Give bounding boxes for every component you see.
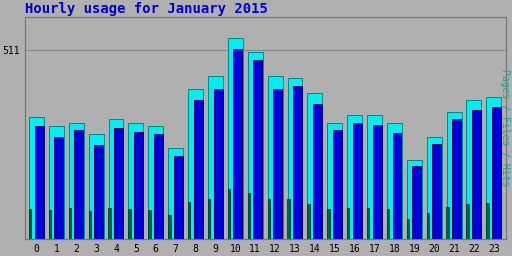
Bar	[412, 166, 421, 239]
Bar	[49, 126, 64, 239]
Bar	[148, 126, 163, 239]
Bar	[109, 119, 123, 239]
Bar	[253, 60, 262, 239]
Bar	[373, 125, 381, 239]
Bar	[287, 199, 290, 239]
Bar	[288, 78, 303, 239]
Bar	[148, 210, 151, 239]
Bar	[69, 123, 84, 239]
Bar	[347, 208, 350, 239]
Bar	[333, 130, 342, 239]
Bar	[466, 204, 469, 239]
Text: Hourly usage for January 2015: Hourly usage for January 2015	[25, 2, 267, 16]
Bar	[89, 211, 91, 239]
Bar	[69, 208, 71, 239]
Bar	[426, 137, 442, 239]
Bar	[426, 213, 429, 239]
Bar	[168, 215, 170, 239]
Bar	[248, 193, 250, 239]
Bar	[54, 137, 63, 239]
Bar	[29, 209, 31, 239]
Bar	[49, 210, 51, 239]
Bar	[393, 133, 401, 239]
Bar	[472, 110, 481, 239]
Bar	[407, 159, 422, 239]
Bar	[327, 123, 342, 239]
Bar	[214, 89, 223, 239]
Bar	[94, 145, 103, 239]
Bar	[228, 189, 230, 239]
Bar	[129, 209, 131, 239]
Bar	[109, 208, 111, 239]
Bar	[208, 199, 210, 239]
Bar	[492, 107, 501, 239]
Bar	[188, 202, 190, 239]
Bar	[486, 97, 501, 239]
Bar	[89, 134, 103, 239]
Bar	[293, 86, 302, 239]
Bar	[268, 199, 270, 239]
Bar	[353, 123, 361, 239]
Bar	[188, 89, 203, 239]
Bar	[407, 219, 409, 239]
Bar	[347, 115, 362, 239]
Bar	[74, 130, 83, 239]
Y-axis label: Pages / Files / Hits: Pages / Files / Hits	[500, 69, 510, 187]
Bar	[486, 203, 488, 239]
Bar	[387, 123, 402, 239]
Bar	[168, 148, 183, 239]
Bar	[387, 209, 389, 239]
Bar	[114, 128, 123, 239]
Bar	[29, 117, 44, 239]
Bar	[466, 100, 481, 239]
Bar	[268, 76, 283, 239]
Bar	[194, 100, 203, 239]
Bar	[248, 52, 263, 239]
Bar	[452, 119, 461, 239]
Bar	[367, 208, 369, 239]
Bar	[446, 112, 461, 239]
Bar	[432, 144, 441, 239]
Bar	[273, 89, 282, 239]
Bar	[134, 132, 143, 239]
Bar	[367, 115, 382, 239]
Bar	[313, 104, 322, 239]
Bar	[35, 126, 44, 239]
Bar	[228, 38, 243, 239]
Bar	[174, 156, 183, 239]
Bar	[129, 123, 143, 239]
Bar	[446, 207, 449, 239]
Bar	[208, 76, 223, 239]
Bar	[307, 93, 323, 239]
Bar	[154, 134, 163, 239]
Bar	[233, 49, 242, 239]
Bar	[307, 204, 310, 239]
Bar	[327, 209, 330, 239]
